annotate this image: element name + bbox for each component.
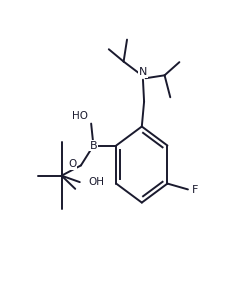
- Text: N: N: [139, 67, 147, 77]
- Text: OH: OH: [88, 177, 104, 187]
- Text: HO: HO: [72, 111, 88, 121]
- Text: F: F: [192, 185, 198, 195]
- Text: O: O: [68, 159, 77, 169]
- Text: B: B: [90, 141, 97, 151]
